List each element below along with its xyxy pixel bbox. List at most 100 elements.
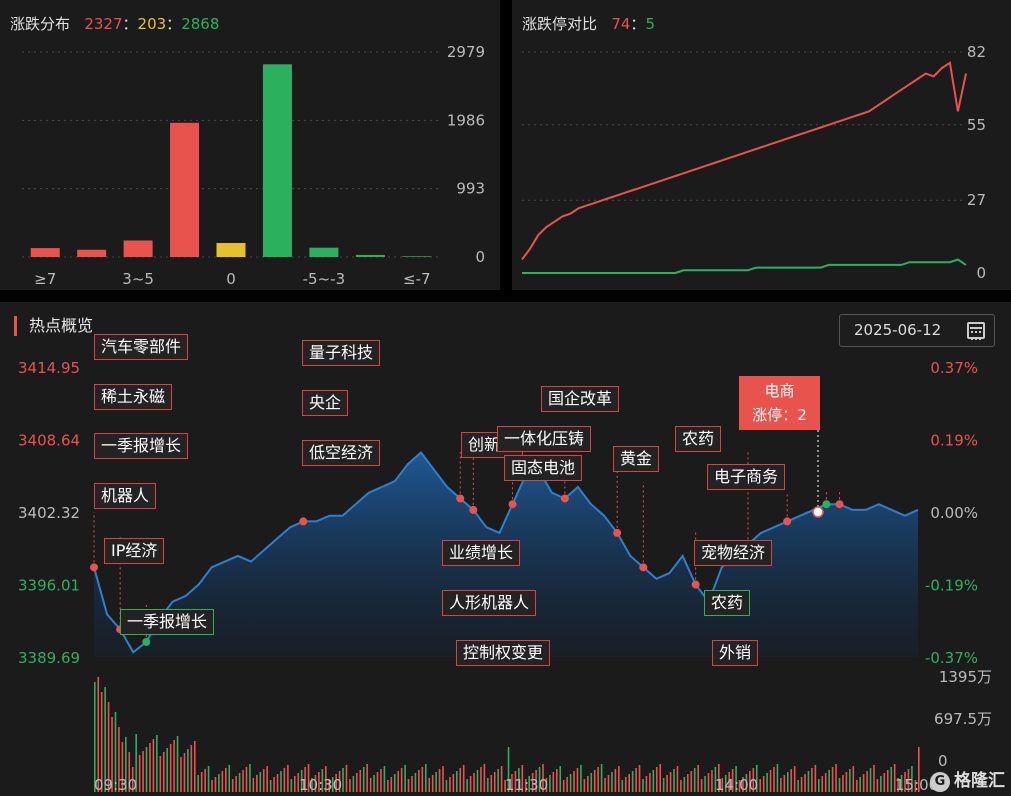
calendar-icon[interactable] bbox=[967, 322, 985, 340]
volume-bar bbox=[535, 770, 537, 792]
volume-bar bbox=[707, 773, 710, 792]
x-tick-label: 14:00 bbox=[715, 776, 758, 794]
y-right-tick: -0.19% bbox=[925, 576, 978, 594]
volume-bar bbox=[728, 772, 730, 792]
hot-tag[interactable]: 低空经济 bbox=[302, 440, 381, 466]
volume-bar bbox=[324, 766, 327, 792]
volume-bar bbox=[883, 773, 886, 792]
hot-tag[interactable]: IP经济 bbox=[104, 538, 165, 564]
volume-bar bbox=[742, 777, 744, 792]
hot-tag[interactable]: 固态电池 bbox=[504, 455, 583, 481]
hot-tag[interactable]: 业绩增长 bbox=[442, 540, 521, 566]
volume-bar bbox=[821, 776, 824, 792]
volume-bar bbox=[414, 773, 417, 792]
hot-tag[interactable]: 国企改革 bbox=[541, 386, 620, 412]
volume-bar bbox=[797, 780, 799, 792]
volume-bar bbox=[190, 745, 193, 792]
volume-bar bbox=[256, 775, 258, 792]
volume-bar bbox=[862, 774, 865, 792]
volume-bar bbox=[235, 776, 237, 792]
volume-bar bbox=[842, 775, 844, 792]
volume-bar bbox=[387, 780, 389, 792]
event-marker bbox=[508, 500, 517, 509]
volume-bar bbox=[404, 765, 406, 792]
series-line bbox=[522, 258, 967, 274]
hot-tag[interactable]: 汽车零部件 bbox=[94, 334, 189, 360]
volume-bar bbox=[714, 767, 717, 792]
volume-bar bbox=[149, 743, 151, 792]
hot-tag[interactable]: 农药 bbox=[675, 426, 722, 452]
volume-bar bbox=[380, 769, 382, 792]
volume-bar bbox=[159, 756, 162, 792]
hot-tag[interactable]: 外销 bbox=[712, 640, 759, 666]
date-picker[interactable]: 2025-06-12 bbox=[839, 314, 995, 347]
volume-bar bbox=[687, 774, 689, 792]
hot-tag[interactable]: 黄金 bbox=[613, 446, 660, 472]
volume-bar bbox=[645, 776, 648, 792]
volume-bar bbox=[359, 770, 362, 792]
y-tick-label: 0 bbox=[976, 264, 986, 282]
volume-bar bbox=[111, 717, 113, 792]
volume-bar bbox=[94, 682, 96, 792]
event-marker bbox=[835, 500, 844, 509]
volume-bar bbox=[504, 780, 506, 792]
volume-bar bbox=[466, 779, 468, 792]
volume-bar bbox=[783, 775, 786, 792]
bar bbox=[262, 64, 292, 257]
volume-bar bbox=[583, 779, 586, 792]
volume-bar bbox=[576, 768, 579, 792]
limit-chart: 0 27 55 82 bbox=[521, 43, 986, 282]
date-value: 2025-06-12 bbox=[854, 321, 942, 339]
hot-tag[interactable]: 央企 bbox=[302, 390, 349, 416]
bar bbox=[216, 243, 246, 257]
hot-tag[interactable]: 农药 bbox=[704, 590, 751, 616]
volume-bar bbox=[893, 764, 896, 792]
volume-bar bbox=[311, 778, 313, 792]
y-tick-label: 1986 bbox=[447, 111, 485, 129]
volume-bar bbox=[587, 776, 589, 792]
volume-bar bbox=[749, 771, 751, 792]
volume-bar bbox=[855, 780, 858, 792]
volume-bar bbox=[435, 772, 437, 792]
hot-tag[interactable]: 一季报增长 bbox=[120, 609, 215, 635]
hot-tag[interactable]: 一体化压铸 bbox=[497, 426, 592, 452]
hot-tag[interactable]: 稀土永磁 bbox=[94, 384, 173, 410]
volume-bar bbox=[411, 776, 413, 792]
bar bbox=[123, 240, 153, 257]
volume-bar bbox=[456, 771, 458, 792]
hot-tag[interactable]: 一季报增长 bbox=[94, 433, 189, 459]
volume-bar bbox=[200, 772, 203, 792]
hot-tag[interactable]: 控制权变更 bbox=[456, 640, 551, 666]
hot-tag[interactable]: 机器人 bbox=[94, 483, 157, 509]
volume-bar bbox=[307, 764, 310, 792]
hot-tag[interactable]: 宠物经济 bbox=[694, 540, 773, 566]
hot-tag[interactable]: 人形机器人 bbox=[442, 590, 537, 616]
volume-bar bbox=[238, 773, 241, 792]
hot-tag[interactable]: 电子商务 bbox=[707, 464, 786, 490]
hot-tag[interactable]: 量子科技 bbox=[302, 340, 381, 366]
volume-bar bbox=[738, 780, 741, 792]
volume-bar bbox=[514, 771, 517, 792]
volume-bar bbox=[345, 765, 348, 792]
volume-bar bbox=[566, 777, 568, 792]
volume-bar bbox=[690, 771, 693, 792]
event-marker bbox=[822, 500, 831, 509]
volume-bar bbox=[321, 769, 324, 792]
volume-bar bbox=[125, 737, 127, 792]
volume-bar bbox=[600, 764, 603, 792]
volume-bar bbox=[769, 770, 772, 792]
volume-bar bbox=[776, 764, 779, 792]
volume-bar bbox=[700, 779, 703, 792]
volume-bar bbox=[97, 677, 100, 792]
volume-bar bbox=[711, 770, 713, 792]
y-left-tick: 3396.01 bbox=[18, 576, 80, 594]
event-marker bbox=[691, 580, 700, 589]
volume-bar bbox=[793, 766, 796, 792]
volume-bar bbox=[287, 765, 289, 792]
volume-bar bbox=[393, 774, 396, 792]
y-left-tick: 3414.95 bbox=[18, 359, 80, 377]
volume-bar bbox=[100, 692, 103, 792]
volume-bar bbox=[876, 779, 879, 792]
x-tick-label: 3~5 bbox=[122, 270, 154, 288]
volume-bar bbox=[293, 776, 296, 792]
